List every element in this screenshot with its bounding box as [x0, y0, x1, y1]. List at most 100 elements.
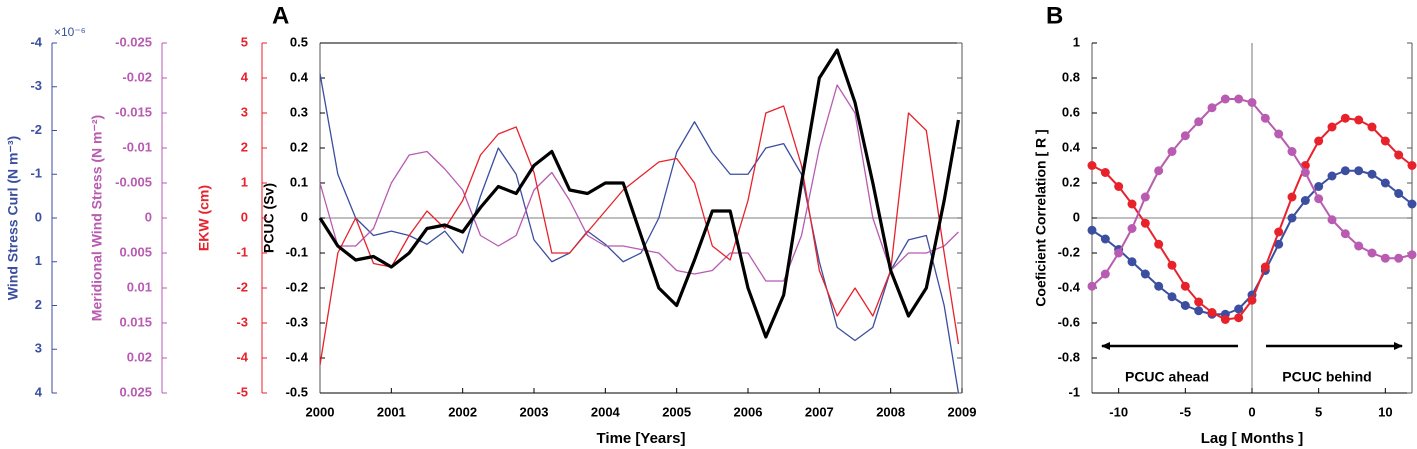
series-marker [1140, 192, 1150, 202]
series-marker [1287, 192, 1297, 202]
y3-tick-label: 0.02 [127, 349, 152, 364]
series-line [318, 48, 961, 339]
y3-tick-label: 0.025 [119, 384, 152, 399]
series-marker [1327, 122, 1337, 132]
series-marker [1234, 313, 1244, 323]
x-tick-label: 2008 [876, 404, 905, 419]
series-marker [1380, 136, 1390, 146]
series-marker [1367, 122, 1377, 132]
series-marker [1394, 253, 1404, 263]
series-marker [1127, 199, 1137, 209]
series-marker [1380, 253, 1390, 263]
series-marker [1314, 194, 1324, 204]
y-tick-label: 0.8 [1062, 69, 1080, 84]
y4-tick-label: 1 [35, 253, 42, 268]
y-tick-label: -0.6 [1058, 314, 1080, 329]
series-marker [1234, 304, 1244, 314]
y-tick-label: 1 [1073, 34, 1080, 49]
annotation: PCUC behind [1282, 369, 1371, 385]
y3-tick-label: -0.01 [122, 139, 152, 154]
y3-tick-label: -0.02 [122, 69, 152, 84]
y3-tick-label: -0.005 [115, 174, 152, 189]
series-marker [1140, 269, 1150, 279]
panel-label: B [1046, 2, 1063, 29]
y-tick-label: 0.6 [1062, 104, 1080, 119]
y3-tick-label: -0.015 [115, 104, 152, 119]
series-line [319, 73, 960, 394]
y-tick-label: 0.4 [290, 69, 309, 84]
series-marker [1154, 239, 1164, 249]
series-marker [1300, 168, 1310, 177]
y-tick-label: -0.4 [1058, 279, 1081, 294]
y2-tick-label: 5 [241, 34, 248, 49]
y-tick-label: -0.4 [286, 349, 309, 364]
series-marker [1207, 308, 1217, 317]
series-marker [1327, 215, 1337, 225]
series-marker [1154, 166, 1164, 176]
x-tick-label: 0 [1248, 404, 1255, 419]
x-tick-label: 2002 [448, 404, 477, 419]
y4-tick-label: 4 [35, 384, 43, 399]
x-tick-label: 10 [1378, 404, 1392, 419]
y4-tick-label: 2 [35, 297, 42, 312]
series-marker [1087, 281, 1097, 291]
y4-tick-label: -4 [30, 34, 42, 49]
series-marker [1407, 250, 1417, 260]
y-tick-label: -1 [1068, 384, 1080, 399]
x-tick-label: 5 [1315, 404, 1322, 419]
series-marker [1274, 129, 1284, 139]
series-marker [1127, 224, 1137, 233]
series-marker [1260, 262, 1270, 272]
y2-tick-label: -1 [236, 244, 248, 259]
y2-tick-label: -4 [236, 349, 248, 364]
y-tick-label: -0.3 [286, 314, 308, 329]
y-tick-label: -0.1 [286, 244, 308, 259]
y4-tick-label: -3 [30, 78, 42, 93]
y2-tick-label: -2 [236, 279, 248, 294]
series-marker [1100, 234, 1110, 244]
y4-axis-label: Wind Stress Curl (N m⁻³) [5, 136, 21, 300]
y3-tick-label: 0.005 [119, 244, 152, 259]
x-axis-label: Lag [ Months ] [1201, 430, 1303, 447]
y-tick-label: -0.5 [286, 384, 308, 399]
y-tick-label: 0 [1073, 209, 1080, 224]
series-marker [1380, 178, 1390, 188]
y-tick-label: 0.5 [290, 34, 308, 49]
series-marker [1220, 94, 1230, 104]
series-marker [1260, 113, 1270, 123]
panel-label: A [272, 2, 289, 29]
series-marker [1394, 150, 1404, 160]
y2-tick-label: 1 [241, 174, 248, 189]
series-marker [1180, 301, 1190, 310]
series-marker [1314, 182, 1324, 191]
x-tick-label: 2006 [734, 404, 763, 419]
series-marker [1340, 166, 1350, 176]
y-tick-label: 0.4 [1062, 139, 1081, 154]
y3-axis-label: Meridional Wind Stress (N m⁻²) [89, 115, 105, 321]
series-marker [1127, 257, 1137, 267]
y2-tick-label: 2 [241, 139, 248, 154]
series-marker [1394, 189, 1404, 198]
y2-tick-label: 3 [241, 104, 248, 119]
series-marker [1207, 103, 1217, 113]
y-tick-label: 0 [301, 209, 308, 224]
series-marker [1100, 269, 1110, 279]
annotation: PCUC ahead [1125, 369, 1209, 385]
x-tick-label: 2004 [591, 404, 621, 419]
y-tick-label: 0.2 [290, 139, 308, 154]
series-marker [1140, 218, 1150, 228]
y2-tick-label: 0 [241, 209, 248, 224]
x-tick-label: 2009 [948, 404, 977, 419]
series-marker [1274, 239, 1284, 249]
series-marker [1114, 248, 1124, 258]
series-marker [1354, 166, 1364, 176]
series-marker [1340, 113, 1350, 123]
x-tick-label: 2001 [377, 404, 406, 419]
series-marker [1314, 136, 1324, 146]
series-marker [1234, 94, 1244, 104]
y-tick-label: -0.2 [1058, 244, 1080, 259]
y4-tick-label: 0 [35, 209, 42, 224]
series-marker [1247, 98, 1257, 107]
series-marker [1327, 171, 1337, 181]
y4-tick-label: -2 [30, 122, 42, 137]
